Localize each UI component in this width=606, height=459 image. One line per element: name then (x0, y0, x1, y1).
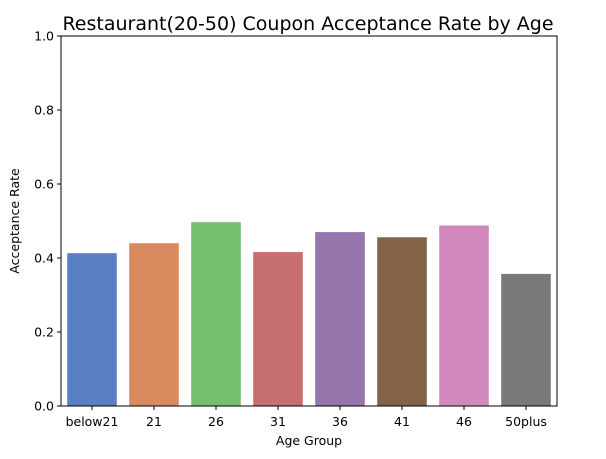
y-tick-label: 0.0 (34, 399, 54, 414)
x-tick-label: 50plus (505, 414, 547, 429)
x-axis-label: Age Group (276, 433, 342, 448)
x-tick-label: 31 (270, 414, 286, 429)
x-tick-label: 26 (208, 414, 224, 429)
bar-41 (377, 237, 427, 406)
plot-frame (60, 35, 558, 407)
x-tick-label: below21 (66, 414, 119, 429)
bar-31 (253, 252, 303, 406)
bar-46 (439, 225, 489, 406)
bar-36 (315, 232, 365, 406)
bar-50plus (501, 273, 551, 406)
y-axis-label: Acceptance Rate (7, 168, 22, 274)
y-axis-ticks: 0.0 0.2 0.4 0.6 0.8 1.0 (34, 29, 61, 414)
x-tick-label: 41 (394, 414, 410, 429)
bar-below21 (67, 253, 117, 406)
bar-21 (129, 243, 179, 406)
bars (67, 222, 551, 406)
y-tick-label: 0.4 (34, 251, 54, 266)
x-axis-ticks: below21 21 26 31 36 41 46 50plus (66, 406, 547, 429)
x-tick-label: 36 (332, 414, 348, 429)
x-tick-label: 46 (456, 414, 472, 429)
y-tick-label: 0.8 (34, 103, 54, 118)
x-tick-label: 21 (146, 414, 162, 429)
y-tick-label: 0.6 (34, 177, 54, 192)
chart-title: Restaurant(20-50) Coupon Acceptance Rate… (62, 13, 553, 35)
y-tick-label: 1.0 (34, 29, 54, 44)
bar-26 (191, 222, 241, 406)
y-tick-label: 0.2 (34, 325, 54, 340)
